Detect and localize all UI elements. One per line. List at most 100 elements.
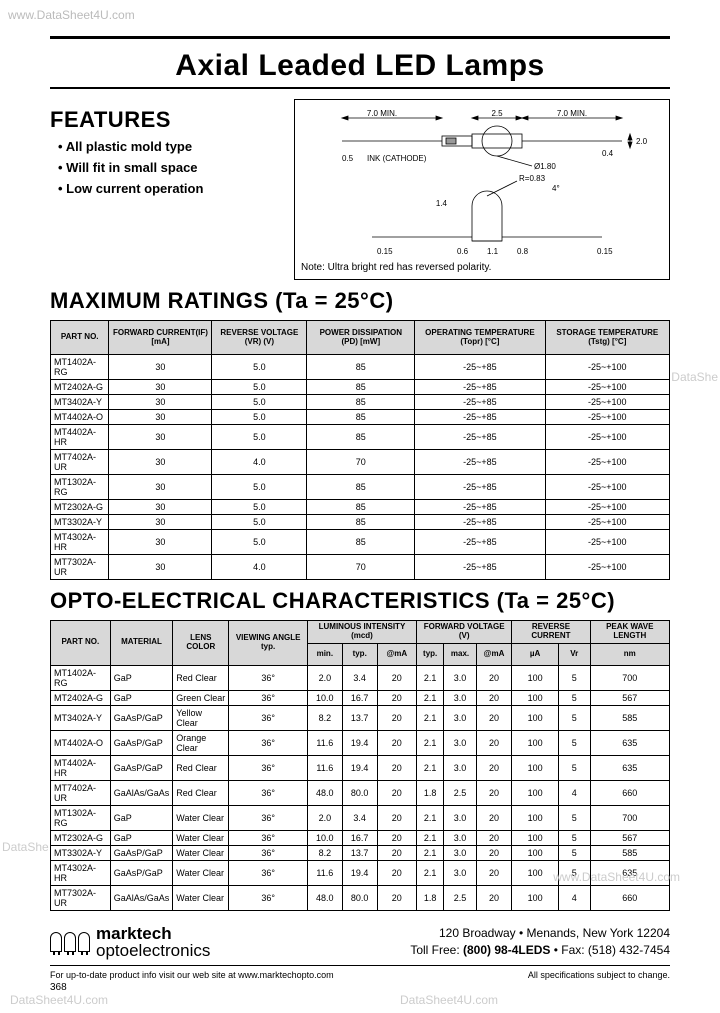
table-cell: 36° bbox=[229, 860, 308, 885]
table-cell: GaAsP/GaP bbox=[110, 730, 173, 755]
table-cell: 36° bbox=[229, 780, 308, 805]
table-cell: 2.1 bbox=[417, 665, 444, 690]
table-cell: 100 bbox=[512, 845, 559, 860]
table-cell: 100 bbox=[512, 730, 559, 755]
table-cell: 2.5 bbox=[444, 885, 476, 910]
table-cell: MT2402A-G bbox=[51, 690, 111, 705]
table-row: MT1402A-RG305.085-25~+85-25~+100 bbox=[51, 355, 670, 380]
table-cell: 85 bbox=[307, 395, 415, 410]
table-cell: 30 bbox=[109, 410, 212, 425]
table-cell: -25~+85 bbox=[415, 500, 545, 515]
svg-text:R=0.83: R=0.83 bbox=[519, 174, 546, 183]
svg-text:Ø1.80: Ø1.80 bbox=[534, 162, 556, 171]
table-cell: 2.1 bbox=[417, 805, 444, 830]
ratings-col-header: OPERATING TEMPERATURE (Topr) [°C] bbox=[415, 321, 545, 355]
table-cell: 635 bbox=[590, 730, 669, 755]
table-cell: -25~+100 bbox=[545, 450, 669, 475]
table-cell: GaAsP/GaP bbox=[110, 860, 173, 885]
table-cell: MT1402A-RG bbox=[51, 355, 109, 380]
table-cell: 20 bbox=[377, 705, 416, 730]
svg-text:0.8: 0.8 bbox=[517, 247, 529, 256]
table-cell: 4 bbox=[558, 885, 590, 910]
table-cell: 13.7 bbox=[342, 705, 377, 730]
opto-sub-header: @mA bbox=[377, 643, 416, 665]
table-cell: 20 bbox=[377, 860, 416, 885]
table-cell: 5.0 bbox=[212, 515, 307, 530]
table-cell: 85 bbox=[307, 530, 415, 555]
svg-text:INK (CATHODE): INK (CATHODE) bbox=[367, 154, 427, 163]
table-cell: MT4402A-HR bbox=[51, 425, 109, 450]
table-cell: 30 bbox=[109, 500, 212, 515]
table-cell: 5.0 bbox=[212, 410, 307, 425]
table-row: MT4302A-HR305.085-25~+85-25~+100 bbox=[51, 530, 670, 555]
table-cell: 80.0 bbox=[342, 885, 377, 910]
table-cell: 3.0 bbox=[444, 665, 476, 690]
opto-col-header: FORWARD VOLTAGE (V) bbox=[417, 621, 512, 644]
table-cell: 5.0 bbox=[212, 425, 307, 450]
table-cell: 5.0 bbox=[212, 530, 307, 555]
table-cell: 3.0 bbox=[444, 845, 476, 860]
table-cell: 19.4 bbox=[342, 755, 377, 780]
table-cell: GaP bbox=[110, 665, 173, 690]
table-cell: Red Clear bbox=[173, 780, 229, 805]
table-cell: 20 bbox=[476, 665, 512, 690]
table-row: MT3402A-Y305.085-25~+85-25~+100 bbox=[51, 395, 670, 410]
page: Axial Leaded LED Lamps FEATURES All plas… bbox=[0, 0, 720, 1013]
table-cell: 2.0 bbox=[307, 805, 342, 830]
table-cell: 20 bbox=[377, 780, 416, 805]
table-cell: 30 bbox=[109, 475, 212, 500]
table-cell: 20 bbox=[377, 690, 416, 705]
table-cell: 30 bbox=[109, 515, 212, 530]
table-cell: GaP bbox=[110, 805, 173, 830]
table-cell: 85 bbox=[307, 515, 415, 530]
table-cell: 20 bbox=[476, 845, 512, 860]
table-cell: -25~+100 bbox=[545, 500, 669, 515]
table-cell: MT1402A-RG bbox=[51, 665, 111, 690]
table-cell: 585 bbox=[590, 705, 669, 730]
table-cell: 16.7 bbox=[342, 830, 377, 845]
table-cell: 3.0 bbox=[444, 860, 476, 885]
table-cell: 16.7 bbox=[342, 690, 377, 705]
svg-text:0.5: 0.5 bbox=[342, 154, 354, 163]
table-cell: 20 bbox=[476, 885, 512, 910]
table-cell: 1.8 bbox=[417, 780, 444, 805]
table-cell: 36° bbox=[229, 730, 308, 755]
opto-col-header: PART NO. bbox=[51, 621, 111, 666]
table-cell: 635 bbox=[590, 755, 669, 780]
table-cell: -25~+100 bbox=[545, 425, 669, 450]
table-cell: 19.4 bbox=[342, 860, 377, 885]
table-row: MT7402A-UR304.070-25~+85-25~+100 bbox=[51, 450, 670, 475]
table-cell: 20 bbox=[476, 805, 512, 830]
watermark-bot1: DataSheet4U.com bbox=[10, 993, 108, 1007]
table-cell: 85 bbox=[307, 380, 415, 395]
table-cell: -25~+85 bbox=[415, 425, 545, 450]
table-cell: GaAlAs/GaAs bbox=[110, 885, 173, 910]
table-cell: MT1302A-RG bbox=[51, 475, 109, 500]
table-cell: Water Clear bbox=[173, 805, 229, 830]
table-cell: 100 bbox=[512, 665, 559, 690]
table-cell: 5 bbox=[558, 805, 590, 830]
table-cell: MT4402A-O bbox=[51, 410, 109, 425]
table-cell: 2.1 bbox=[417, 690, 444, 705]
table-cell: 5 bbox=[558, 845, 590, 860]
table-cell: 13.7 bbox=[342, 845, 377, 860]
table-cell: 36° bbox=[229, 665, 308, 690]
table-cell: 5.0 bbox=[212, 500, 307, 515]
table-cell: -25~+85 bbox=[415, 450, 545, 475]
page-title: Axial Leaded LED Lamps bbox=[50, 49, 670, 83]
table-cell: MT1302A-RG bbox=[51, 805, 111, 830]
opto-col-header: VIEWING ANGLE typ. bbox=[229, 621, 308, 666]
table-cell: -25~+100 bbox=[545, 530, 669, 555]
table-cell: GaAlAs/GaAs bbox=[110, 780, 173, 805]
feature-item: Low current operation bbox=[58, 181, 280, 196]
table-cell: 10.0 bbox=[307, 830, 342, 845]
opto-col-header: REVERSE CURRENT bbox=[512, 621, 590, 644]
svg-text:1.4: 1.4 bbox=[436, 199, 448, 208]
opto-sub-header: Vr bbox=[558, 643, 590, 665]
table-cell: 585 bbox=[590, 845, 669, 860]
table-cell: 100 bbox=[512, 755, 559, 780]
table-cell: -25~+100 bbox=[545, 515, 669, 530]
table-cell: 85 bbox=[307, 410, 415, 425]
table-cell: 5 bbox=[558, 705, 590, 730]
table-cell: GaP bbox=[110, 690, 173, 705]
